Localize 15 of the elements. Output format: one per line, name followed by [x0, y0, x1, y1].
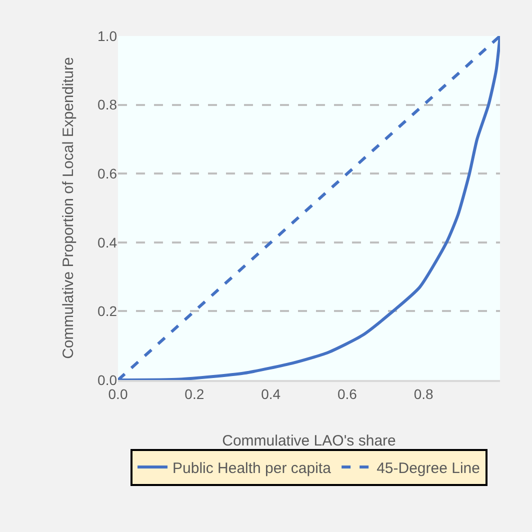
x-tick-label: 0.0	[108, 386, 128, 402]
x-tick-label: 0.6	[337, 386, 358, 402]
y-tick-label: 0.4	[98, 234, 118, 250]
x-tick-label: 0.4	[261, 386, 281, 402]
y-tick-label: 0.0	[98, 372, 118, 388]
legend-label: Public Health per capita	[172, 460, 332, 477]
y-tick-label: 0.8	[98, 96, 118, 113]
x-tick-label: 0.8	[414, 386, 434, 402]
y-tick-label: 1.0	[98, 28, 118, 44]
y-tick-label: 0.2	[98, 303, 118, 320]
y-axis-title: Commulative Proportion of Local Expenditure	[60, 57, 77, 359]
x-axis-title: Commulative LAO's share	[222, 432, 396, 450]
x-tick-label: 0.2	[184, 386, 204, 402]
y-tick-label: 0.6	[98, 166, 118, 182]
legend-label: 45-Degree Line	[376, 460, 480, 477]
